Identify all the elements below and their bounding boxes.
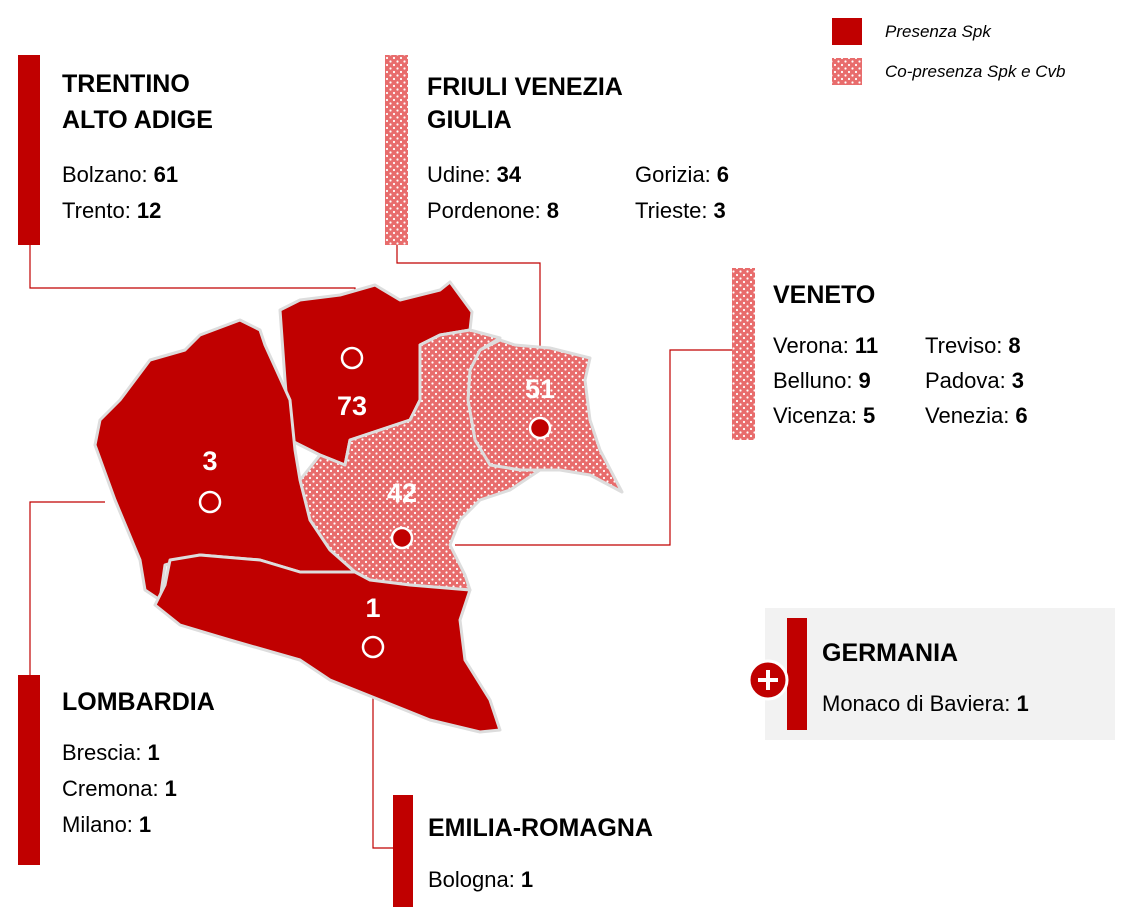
connector [29,501,105,675]
province: Trieste: 3 [635,198,726,223]
legend-swatch [832,18,862,45]
region-bar [393,795,413,907]
region-title: LOMBARDIA [62,688,215,716]
plus-sign [758,670,778,690]
region-bar [732,268,755,440]
province: Venezia: 6 [925,403,1028,428]
province-name: Pordenone: [427,198,541,223]
map-marker [361,635,385,659]
province-name: Cremona: [62,776,159,801]
map: 73 51 42 3 1 [93,280,624,734]
province-name: Milano: [62,812,133,837]
province-value: 34 [497,162,522,187]
province-value: 1 [147,740,159,765]
map-value: 3 [202,446,217,476]
region-shape [93,318,357,602]
province: Cremona: 1 [62,776,177,801]
province-name: Brescia: [62,740,141,765]
province-value: 5 [863,403,875,428]
province-value: 61 [154,162,178,187]
province: Bolzano: 61 [62,162,178,187]
region-title: ALTO ADIGE [62,106,213,134]
province-value: 8 [547,198,559,223]
province: Treviso: 8 [925,333,1021,358]
province-name: Treviso: [925,333,1002,358]
province-name: Gorizia: [635,162,711,187]
province: Gorizia: 6 [635,162,729,187]
province-name: Trento: [62,198,131,223]
province-value: 1 [521,867,533,892]
map-value: 73 [337,391,367,421]
region-bar [18,55,40,245]
province-name: Verona: [773,333,849,358]
legend-label: Co-presenza Spk e Cvb [885,62,1065,81]
province-value: 6 [717,162,729,187]
province: Udine: 34 [427,162,522,187]
region-title: GIULIA [427,106,512,134]
province-value: 1 [139,812,151,837]
province: Pordenone: 8 [427,198,559,223]
province: Monaco di Baviera: 1 [822,691,1029,716]
province: Milano: 1 [62,812,151,837]
province: Verona: 11 [773,333,878,358]
province-name: Padova: [925,368,1006,393]
connector [396,245,541,348]
province-name: Vicenza: [773,403,857,428]
map-marker [198,490,222,514]
connector [29,245,356,300]
map-marker [340,346,364,370]
province: Belluno: 9 [773,368,871,393]
province-name: Trieste: [635,198,708,223]
province: Bologna: 1 [428,867,533,892]
province: Vicenza: 5 [773,403,875,428]
region-title: VENETO [773,281,875,309]
germany-title: GERMANIA [822,639,958,667]
province-name: Udine: [427,162,491,187]
province-value: 12 [137,198,161,223]
map-marker [528,416,552,440]
map-value: 42 [387,478,417,508]
legend-label: Presenza Spk [885,22,992,41]
province: Padova: 3 [925,368,1024,393]
region-title: EMILIA-ROMAGNA [428,814,653,842]
province-name: Belluno: [773,368,853,393]
province-value: 11 [855,333,878,358]
province-value: 6 [1015,403,1027,428]
legend-swatch [832,58,862,85]
province-value: 3 [714,198,726,223]
germany-box [765,608,1115,740]
region-bar [385,55,408,245]
province-value: 3 [1012,368,1024,393]
map-value: 1 [365,593,380,623]
province: Trento: 12 [62,198,161,223]
province-name: Bologna: [428,867,515,892]
map-value: 51 [525,374,555,404]
province-name: Venezia: [925,403,1009,428]
panels: GERMANIA Monaco di Baviera: 1 Presenza S… [18,18,1115,907]
region-title: TRENTINO [62,70,190,98]
region-shape [153,553,502,734]
connector [455,349,743,546]
connector [372,660,393,849]
province-value: 8 [1008,333,1020,358]
province: Brescia: 1 [62,740,160,765]
region-bar [18,675,40,865]
province-name: Bolzano: [62,162,148,187]
province-value: 1 [165,776,177,801]
germany-bar [787,618,807,730]
province-value: 9 [859,368,871,393]
region-title: FRIULI VENEZIA [427,73,623,101]
map-marker [390,526,414,550]
